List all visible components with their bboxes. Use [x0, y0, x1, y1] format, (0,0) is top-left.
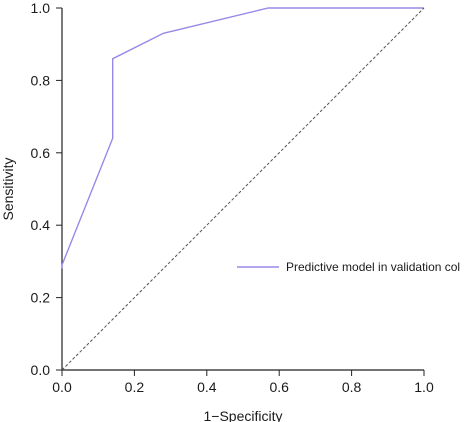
y-tick-label: 0.6 [31, 145, 51, 161]
y-tick-label: 1.0 [31, 0, 51, 16]
y-tick-label: 0.8 [31, 72, 51, 88]
x-tick-label: 0.2 [125, 379, 145, 395]
series-layer [61, 7, 425, 371]
x-tick-label: 0.8 [342, 379, 362, 395]
x-axis-title: 1−Specificity [204, 408, 283, 422]
y-tick-label: 0.4 [31, 217, 51, 233]
reference-diagonal-line [61, 7, 425, 371]
legend-label: Predictive model in validation col [286, 260, 460, 274]
x-tick-label: 0.0 [52, 379, 72, 395]
y-axis-ticks: 0.0 0.2 0.4 0.6 0.8 1.0 [31, 0, 62, 378]
roc-curve-line [61, 7, 424, 269]
x-tick-label: 0.4 [197, 379, 217, 395]
y-tick-label: 0.0 [31, 362, 51, 378]
x-tick-label: 1.0 [414, 379, 434, 395]
axes [61, 8, 424, 371]
x-axis-ticks: 0.0 0.2 0.4 0.6 0.8 1.0 [52, 370, 434, 395]
legend: Predictive model in validation col [237, 260, 460, 274]
x-tick-label: 0.6 [269, 379, 289, 395]
y-axis-title: Sensitivity [0, 157, 16, 220]
y-tick-label: 0.2 [31, 290, 51, 306]
